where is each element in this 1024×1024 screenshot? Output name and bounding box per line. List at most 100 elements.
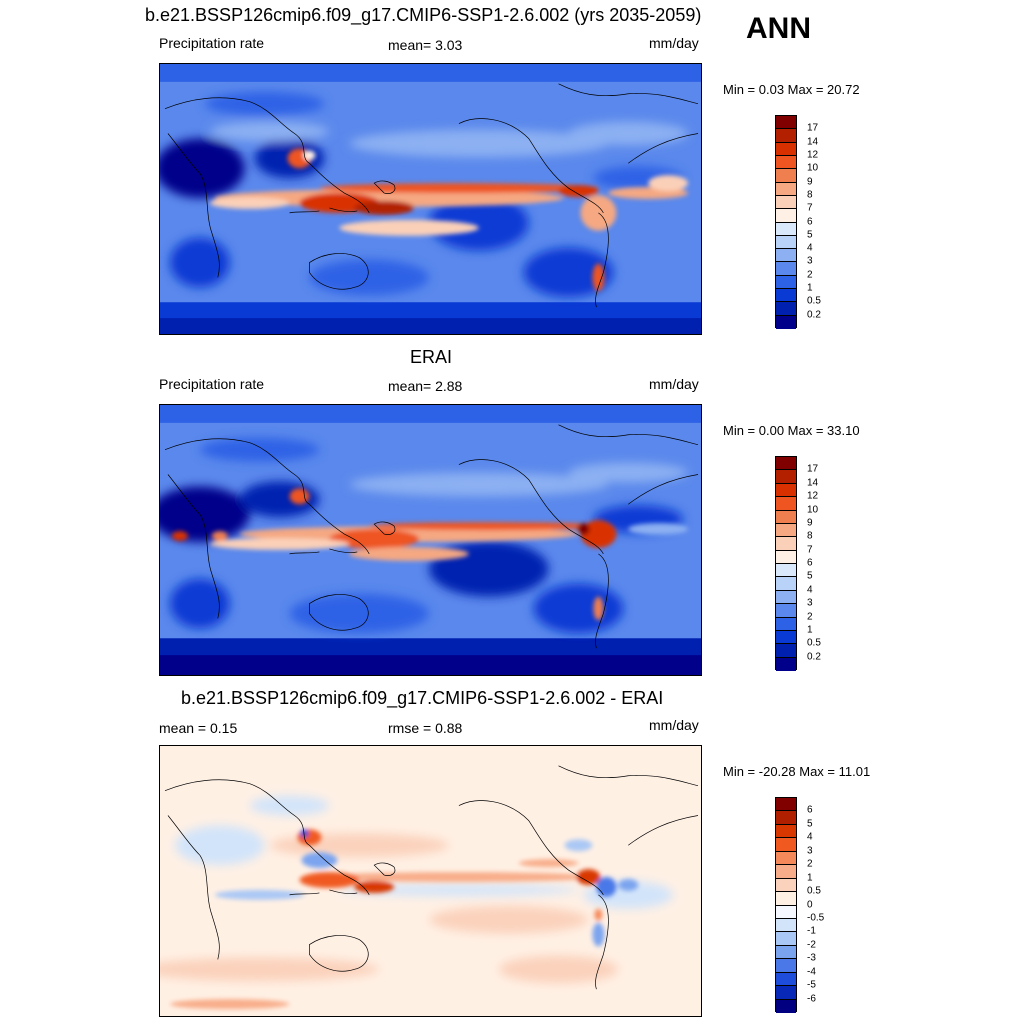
colorbar-swatch bbox=[776, 590, 796, 605]
colorbar-tick-label: 12 bbox=[807, 149, 819, 161]
colorbar-tick-label: 0.5 bbox=[807, 637, 821, 649]
colorbar-tick-label: 2 bbox=[807, 858, 813, 870]
panel3-colorbar bbox=[775, 797, 797, 1013]
colorbar-tick-label: 3 bbox=[807, 845, 813, 857]
colorbar-swatch bbox=[776, 550, 796, 564]
colorbar-swatch bbox=[776, 222, 796, 236]
colorbar-swatch bbox=[776, 617, 796, 631]
colorbar-swatch bbox=[776, 302, 796, 316]
colorbar-swatch bbox=[776, 838, 796, 852]
panel2-mean-label: mean= 2.88 bbox=[388, 378, 463, 394]
colorbar-tick-label: 1 bbox=[807, 872, 813, 884]
colorbar-tick-label: -4 bbox=[807, 966, 816, 978]
colorbar-swatch bbox=[776, 892, 796, 906]
colorbar-tick-label: 0.5 bbox=[807, 885, 821, 897]
colorbar-tick-label: 6 bbox=[807, 804, 813, 816]
colorbar-tick-label: 5 bbox=[807, 570, 813, 582]
colorbar-tick-label: 0.2 bbox=[807, 309, 821, 321]
colorbar-swatch bbox=[776, 999, 796, 1013]
colorbar-tick-label: 9 bbox=[807, 517, 813, 529]
colorbar-swatch bbox=[776, 537, 796, 551]
colorbar-swatch bbox=[776, 289, 796, 303]
colorbar-tick-label: -6 bbox=[807, 993, 816, 1005]
colorbar-tick-label: 4 bbox=[807, 584, 813, 596]
colorbar-tick-label: 5 bbox=[807, 229, 813, 241]
colorbar-tick-label: 17 bbox=[807, 122, 819, 134]
colorbar-tick-label: -2 bbox=[807, 939, 816, 951]
colorbar-swatch bbox=[776, 195, 796, 210]
colorbar-tick-label: 6 bbox=[807, 216, 813, 227]
panel3-minmax-label: Min = -20.28 Max = 11.01 bbox=[723, 764, 871, 779]
colorbar-swatch bbox=[776, 644, 796, 658]
colorbar-swatch bbox=[776, 142, 796, 156]
colorbar-swatch bbox=[776, 577, 796, 591]
colorbar-swatch bbox=[776, 918, 796, 933]
colorbar-tick-label: 7 bbox=[807, 544, 813, 556]
colorbar-swatch bbox=[776, 824, 796, 839]
colorbar-tick-label: 1 bbox=[807, 282, 813, 294]
season-label: ANN bbox=[746, 12, 811, 45]
colorbar-swatch bbox=[776, 657, 796, 671]
colorbar-swatch bbox=[776, 851, 796, 866]
colorbar-swatch bbox=[776, 262, 796, 276]
colorbar-tick-label: 10 bbox=[807, 162, 819, 174]
colorbar-swatch bbox=[776, 510, 796, 524]
colorbar-swatch bbox=[776, 630, 796, 645]
colorbar-tick-label: 3 bbox=[807, 255, 813, 267]
colorbar-swatch bbox=[776, 116, 796, 130]
colorbar-swatch bbox=[776, 182, 796, 196]
panel1-colorbar bbox=[775, 115, 797, 329]
colorbar-tick-label: 6 bbox=[807, 557, 813, 569]
panel2-title: ERAI bbox=[410, 347, 453, 367]
panel2-minmax-label: Min = 0.00 Max = 33.10 bbox=[723, 423, 860, 438]
colorbar-tick-label: -1 bbox=[807, 925, 816, 937]
colorbar-swatch bbox=[776, 972, 796, 987]
colorbar-swatch bbox=[776, 798, 796, 812]
colorbar-tick-label: 4 bbox=[807, 242, 813, 254]
colorbar-tick-label: 4 bbox=[807, 831, 813, 843]
colorbar-swatch bbox=[776, 986, 796, 1000]
colorbar-tick-label: 12 bbox=[807, 490, 819, 502]
colorbar-swatch bbox=[776, 129, 796, 143]
panel1-minmax-label: Min = 0.03 Max = 20.72 bbox=[723, 82, 860, 97]
colorbar-tick-label: 14 bbox=[807, 136, 819, 148]
colorbar-tick-label: 3 bbox=[807, 597, 813, 609]
colorbar-tick-label: 8 bbox=[807, 189, 813, 201]
colorbar-tick-label: 17 bbox=[807, 463, 819, 475]
panel3-units-label: mm/day bbox=[649, 717, 699, 733]
panel3-rmse-label: rmse = 0.88 bbox=[388, 720, 463, 736]
panel3-map bbox=[159, 745, 702, 1017]
colorbar-tick-label: 1 bbox=[807, 624, 813, 636]
colorbar-swatch bbox=[776, 604, 796, 618]
panel2-map bbox=[159, 404, 702, 676]
panel1-map bbox=[159, 63, 702, 335]
panel1-title: b.e21.BSSP126cmip6.f09_g17.CMIP6-SSP1-2.… bbox=[145, 5, 702, 25]
colorbar-swatch bbox=[776, 497, 796, 511]
colorbar-swatch bbox=[776, 483, 796, 498]
colorbar-swatch bbox=[776, 457, 796, 471]
panel3-title: b.e21.BSSP126cmip6.f09_g17.CMIP6-SSP1-2.… bbox=[181, 688, 664, 708]
colorbar-swatch bbox=[776, 523, 796, 538]
colorbar-swatch bbox=[776, 932, 796, 946]
colorbar-tick-label: 2 bbox=[807, 611, 813, 622]
colorbar-swatch bbox=[776, 865, 796, 879]
panel1-variable-label: Precipitation rate bbox=[159, 35, 265, 51]
colorbar-tick-label: -0.5 bbox=[807, 912, 825, 924]
panel2-variable-label: Precipitation rate bbox=[159, 376, 265, 392]
colorbar-swatch bbox=[776, 235, 796, 250]
colorbar-tick-label: 7 bbox=[807, 202, 813, 214]
colorbar-swatch bbox=[776, 470, 796, 484]
panel2-colorbar bbox=[775, 456, 797, 671]
colorbar-tick-label: 5 bbox=[807, 818, 813, 830]
colorbar-swatch bbox=[776, 878, 796, 893]
colorbar-tick-label: 8 bbox=[807, 530, 813, 542]
colorbar-swatch bbox=[776, 275, 796, 290]
colorbar-swatch bbox=[776, 564, 796, 578]
colorbar-tick-label: 14 bbox=[807, 477, 819, 489]
colorbar-swatch bbox=[776, 811, 796, 825]
colorbar-tick-label: -3 bbox=[807, 952, 816, 964]
panel3-mean-label: mean = 0.15 bbox=[159, 720, 238, 736]
panel2-units-label: mm/day bbox=[649, 376, 699, 392]
colorbar-swatch bbox=[776, 155, 796, 170]
colorbar-tick-label: 9 bbox=[807, 176, 813, 188]
